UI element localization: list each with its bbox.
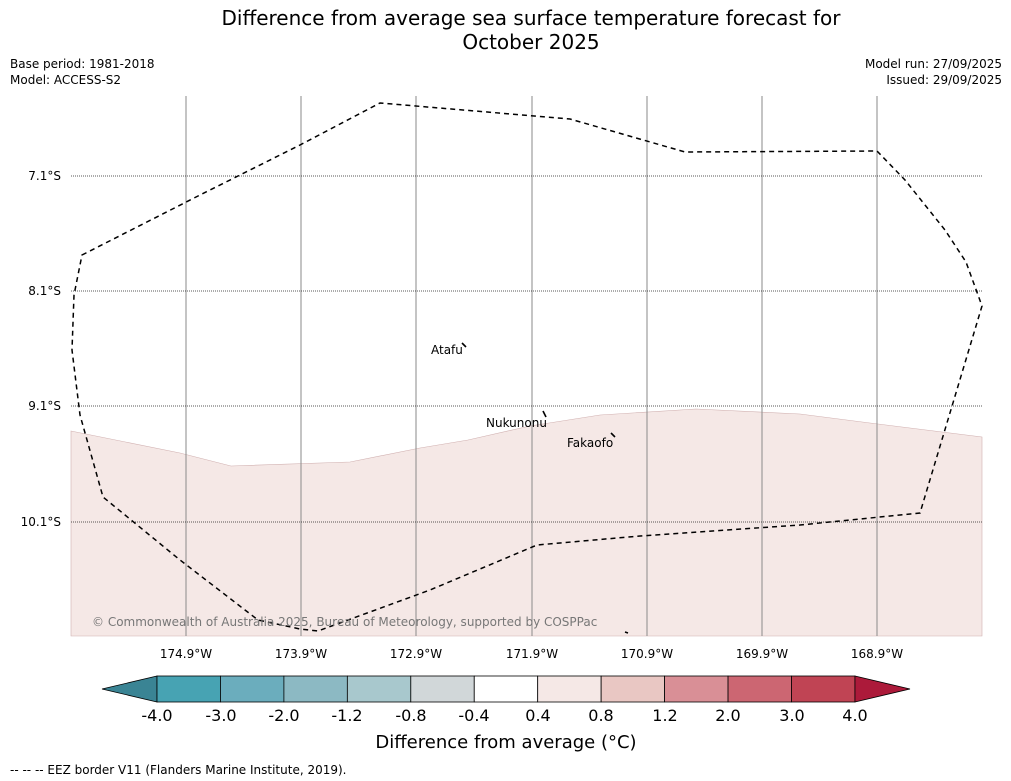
cbar-tick-label: -0.8 (395, 706, 427, 725)
cbar-tick-label: -0.4 (458, 706, 490, 725)
meta-left: Base period: 1981-2018 Model: ACCESS-S2 (10, 56, 155, 88)
atafu-island (461, 342, 467, 348)
colorbar (101, 675, 911, 703)
lon-label-170-9: 170.9°W (620, 647, 674, 661)
eez-legend-footnote: -- -- -- EEZ border V11 (Flanders Marine… (10, 763, 347, 777)
cbar-segment (600, 675, 666, 703)
cbar-tick-label: -3.0 (205, 706, 237, 725)
cbar-tick-label: 4.0 (842, 706, 868, 725)
cbar-segment (410, 675, 475, 703)
lat-label-8-1: 8.1°S (28, 284, 61, 298)
cbar-under-arrow (101, 675, 158, 703)
cbar-segment (537, 675, 602, 703)
lat-label-9-1: 9.1°S (28, 399, 61, 413)
cbar-segment (727, 675, 792, 703)
meta-right: Model run: 27/09/2025 Issued: 29/09/2025 (865, 56, 1002, 88)
cbar-segment (220, 675, 285, 703)
map-title: Difference from average sea surface temp… (0, 6, 1011, 54)
swains-island (624, 631, 629, 634)
place-label-atafu: Atafu (431, 343, 463, 357)
cbar-segment (473, 675, 539, 703)
cbar-tick-label: -4.0 (141, 706, 173, 725)
sst-anomaly-region (70, 408, 983, 637)
lon-label-173-9: 173.9°W (274, 647, 328, 661)
cbar-segment (664, 675, 729, 703)
cbar-tick-label: 0.4 (525, 706, 551, 725)
cbar-segment (283, 675, 348, 703)
title-line-1: Difference from average sea surface temp… (221, 6, 841, 30)
place-label-nukunonu: Nukunonu (486, 416, 547, 430)
cbar-tick-label: 2.0 (715, 706, 741, 725)
cbar-tick-label: -1.2 (331, 706, 363, 725)
cbar-segment (156, 675, 221, 703)
lat-label-10-1: 10.1°S (20, 515, 61, 529)
lon-label-169-9: 169.9°W (735, 647, 789, 661)
lat-label-7-1: 7.1°S (28, 169, 61, 183)
cbar-segment (346, 675, 412, 703)
cbar-tick-label: 0.8 (588, 706, 614, 725)
eez-border (71, 102, 983, 632)
lon-label-174-9: 174.9°W (159, 647, 213, 661)
cbar-tick-label: 3.0 (779, 706, 805, 725)
fakaofo-island (610, 432, 616, 438)
cbar-tick-label: 1.2 (652, 706, 678, 725)
issued-date: Issued: 29/09/2025 (886, 73, 1002, 87)
longitude-gridlines (185, 96, 878, 636)
cbar-over-arrow (854, 675, 911, 703)
lon-label-168-9: 168.9°W (850, 647, 904, 661)
lon-label-171-9: 171.9°W (505, 647, 559, 661)
title-line-2: October 2025 (462, 30, 600, 54)
colorbar-label: Difference from average (°C) (375, 732, 637, 753)
model-name: Model: ACCESS-S2 (10, 73, 122, 87)
base-period: Base period: 1981-2018 (10, 57, 155, 71)
cbar-segment (791, 675, 856, 703)
model-run: Model run: 27/09/2025 (864, 57, 1002, 71)
copyright-notice: © Commonwealth of Australia 2025, Bureau… (92, 615, 598, 629)
place-label-fakaofo: Fakaofo (567, 436, 614, 450)
nukunonu-island (542, 410, 547, 418)
cbar-tick-label: -2.0 (268, 706, 300, 725)
lon-label-172-9: 172.9°W (389, 647, 443, 661)
